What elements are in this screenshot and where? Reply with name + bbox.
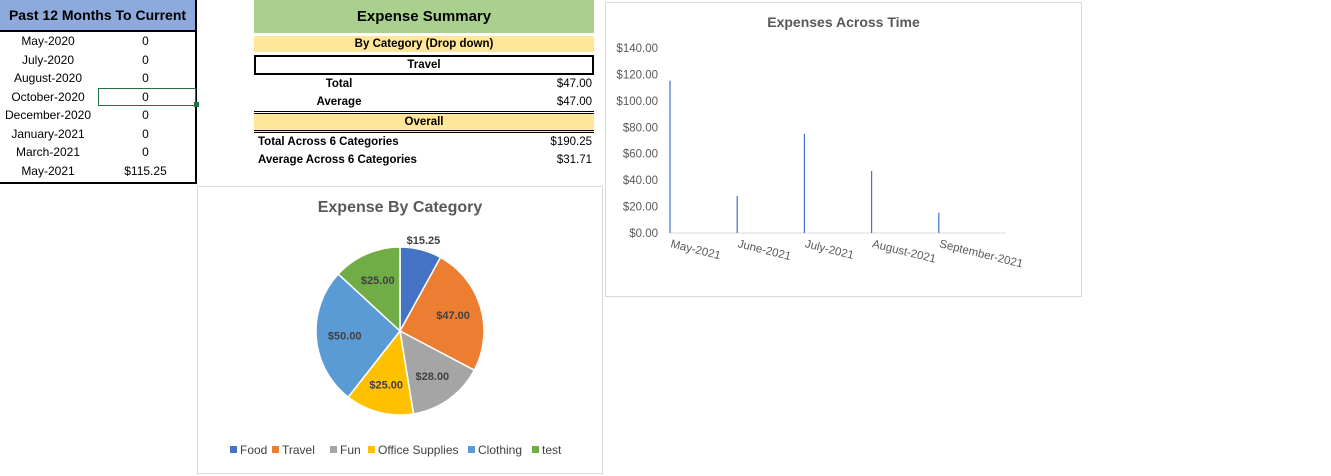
y-tick-label: $80.00 bbox=[623, 122, 658, 134]
y-tick-label: $140.00 bbox=[616, 43, 658, 55]
category-average-label: Average bbox=[316, 96, 362, 108]
time-chart-title: Expenses Across Time bbox=[767, 14, 920, 30]
past-months-title: Past 12 Months To Current bbox=[0, 0, 195, 32]
month-row[interactable]: May-2021 $115.25 bbox=[0, 162, 195, 181]
month-label: December-2020 bbox=[4, 108, 92, 123]
month-label: July-2020 bbox=[21, 52, 75, 67]
legend-swatch bbox=[468, 446, 475, 453]
expense-summary: Expense Summary By Category (Drop down) … bbox=[254, 0, 594, 169]
expense-by-category-chart[interactable]: Expense By Category $15.25 $47.00 $28.00 $2… bbox=[197, 186, 603, 474]
past-months-table: Past 12 Months To Current May-2020 0 July-… bbox=[0, 0, 197, 184]
legend-swatch bbox=[532, 446, 539, 453]
pie-chart-svg: $15.25 $47.00 $28.00 $25.00 $50.00 $25.00 Food… bbox=[230, 235, 562, 457]
total-across-value: $190.25 bbox=[550, 136, 592, 148]
category-total-row: Total $47.00 bbox=[254, 75, 594, 93]
month-row[interactable]: October-2020 0 bbox=[0, 88, 195, 107]
pie-data-label: $15.25 bbox=[407, 235, 441, 247]
expense-summary-title: Expense Summary bbox=[254, 0, 594, 33]
month-row[interactable]: March-2021 0 bbox=[0, 143, 195, 162]
pie-data-label: $25.00 bbox=[361, 275, 395, 287]
by-category-label: By Category (Drop down) bbox=[254, 36, 594, 52]
y-tick-label: $120.00 bbox=[616, 69, 658, 81]
y-tick-label: $60.00 bbox=[623, 149, 658, 161]
pie-slice-office-supplies[interactable] bbox=[347, 329, 415, 416]
month-value: $115.25 bbox=[124, 163, 167, 178]
month-value: 0 bbox=[142, 108, 149, 123]
month-label: August-2020 bbox=[13, 71, 83, 86]
pie-slice-clothing[interactable] bbox=[315, 272, 402, 399]
legend-entry: Food bbox=[240, 443, 267, 457]
category-average-value: $47.00 bbox=[556, 96, 592, 108]
y-tick-label: $0.00 bbox=[629, 228, 658, 240]
average-across-label: Average Across 6 Categories bbox=[258, 154, 417, 166]
month-label: March-2021 bbox=[15, 145, 81, 160]
legend-swatch bbox=[330, 446, 337, 453]
legend-entry: Travel bbox=[282, 443, 315, 457]
pie-slice-fun[interactable] bbox=[399, 329, 476, 415]
y-tick-label: $40.00 bbox=[623, 175, 658, 187]
month-row[interactable]: August-2020 0 bbox=[0, 69, 195, 88]
month-value: 0 bbox=[142, 126, 149, 141]
month-row[interactable]: December-2020 0 bbox=[0, 106, 195, 125]
average-across-value: $31.71 bbox=[556, 154, 592, 166]
x-tick-label: June-2021 bbox=[736, 238, 792, 263]
month-row[interactable]: May-2020 0 bbox=[0, 32, 195, 51]
month-label: May-2020 bbox=[21, 34, 75, 49]
legend-entry: Fun bbox=[340, 443, 361, 457]
pie-slice-test[interactable] bbox=[337, 246, 401, 333]
pie-data-label: $47.00 bbox=[436, 310, 470, 322]
category-total-value: $47.00 bbox=[556, 78, 592, 90]
legend-entry: test bbox=[542, 443, 562, 457]
pie-data-label: $25.00 bbox=[369, 380, 403, 392]
month-value: 0 bbox=[142, 71, 149, 86]
past-months-rows: May-2020 0 July-2020 0 August-2020 0 October-2… bbox=[0, 32, 195, 180]
total-across-label: Total Across 6 Categories bbox=[258, 136, 399, 148]
category-dropdown[interactable]: Travel bbox=[254, 55, 594, 75]
month-label: January-2021 bbox=[11, 126, 85, 141]
y-tick-label: $20.00 bbox=[623, 202, 658, 214]
category-average-row: Average $47.00 bbox=[254, 93, 594, 114]
legend-swatch bbox=[272, 446, 279, 453]
month-value: 0 bbox=[142, 145, 149, 160]
month-value: 0 bbox=[96, 90, 195, 104]
average-across-row: Average Across 6 Categories $31.71 bbox=[254, 151, 594, 169]
legend-swatch bbox=[368, 446, 375, 453]
pie-data-label: $28.00 bbox=[416, 371, 450, 383]
legend-entry: Clothing bbox=[478, 443, 522, 457]
pie-data-label: $50.00 bbox=[328, 330, 362, 342]
month-row[interactable]: July-2020 0 bbox=[0, 51, 195, 70]
expenses-across-time-chart[interactable]: Expenses Across Time $0.00 $20.00 $40.00 $6… bbox=[605, 2, 1082, 297]
x-tick-label: July-2021 bbox=[804, 238, 855, 262]
category-total-label: Total bbox=[325, 78, 353, 90]
y-tick-label: $100.00 bbox=[616, 96, 658, 108]
month-label: October-2020 bbox=[11, 89, 85, 104]
x-tick-label: May-2021 bbox=[669, 238, 722, 262]
x-tick-label: September-2021 bbox=[938, 238, 1024, 270]
legend-entry: Office Supplies bbox=[378, 443, 459, 457]
total-across-row: Total Across 6 Categories $190.25 bbox=[254, 133, 594, 151]
month-value: 0 bbox=[142, 52, 149, 67]
month-row[interactable]: January-2021 0 bbox=[0, 125, 195, 144]
overall-label: Overall bbox=[254, 114, 594, 133]
month-label: May-2021 bbox=[21, 163, 75, 178]
time-chart-svg: $0.00 $20.00 $40.00 $60.00 $80.00 $100.00 $120… bbox=[616, 43, 1024, 271]
pie-chart-title: Expense By Category bbox=[317, 199, 483, 216]
month-value: 0 bbox=[142, 34, 149, 49]
x-tick-label: August-2021 bbox=[871, 238, 937, 265]
legend-swatch bbox=[230, 446, 237, 453]
